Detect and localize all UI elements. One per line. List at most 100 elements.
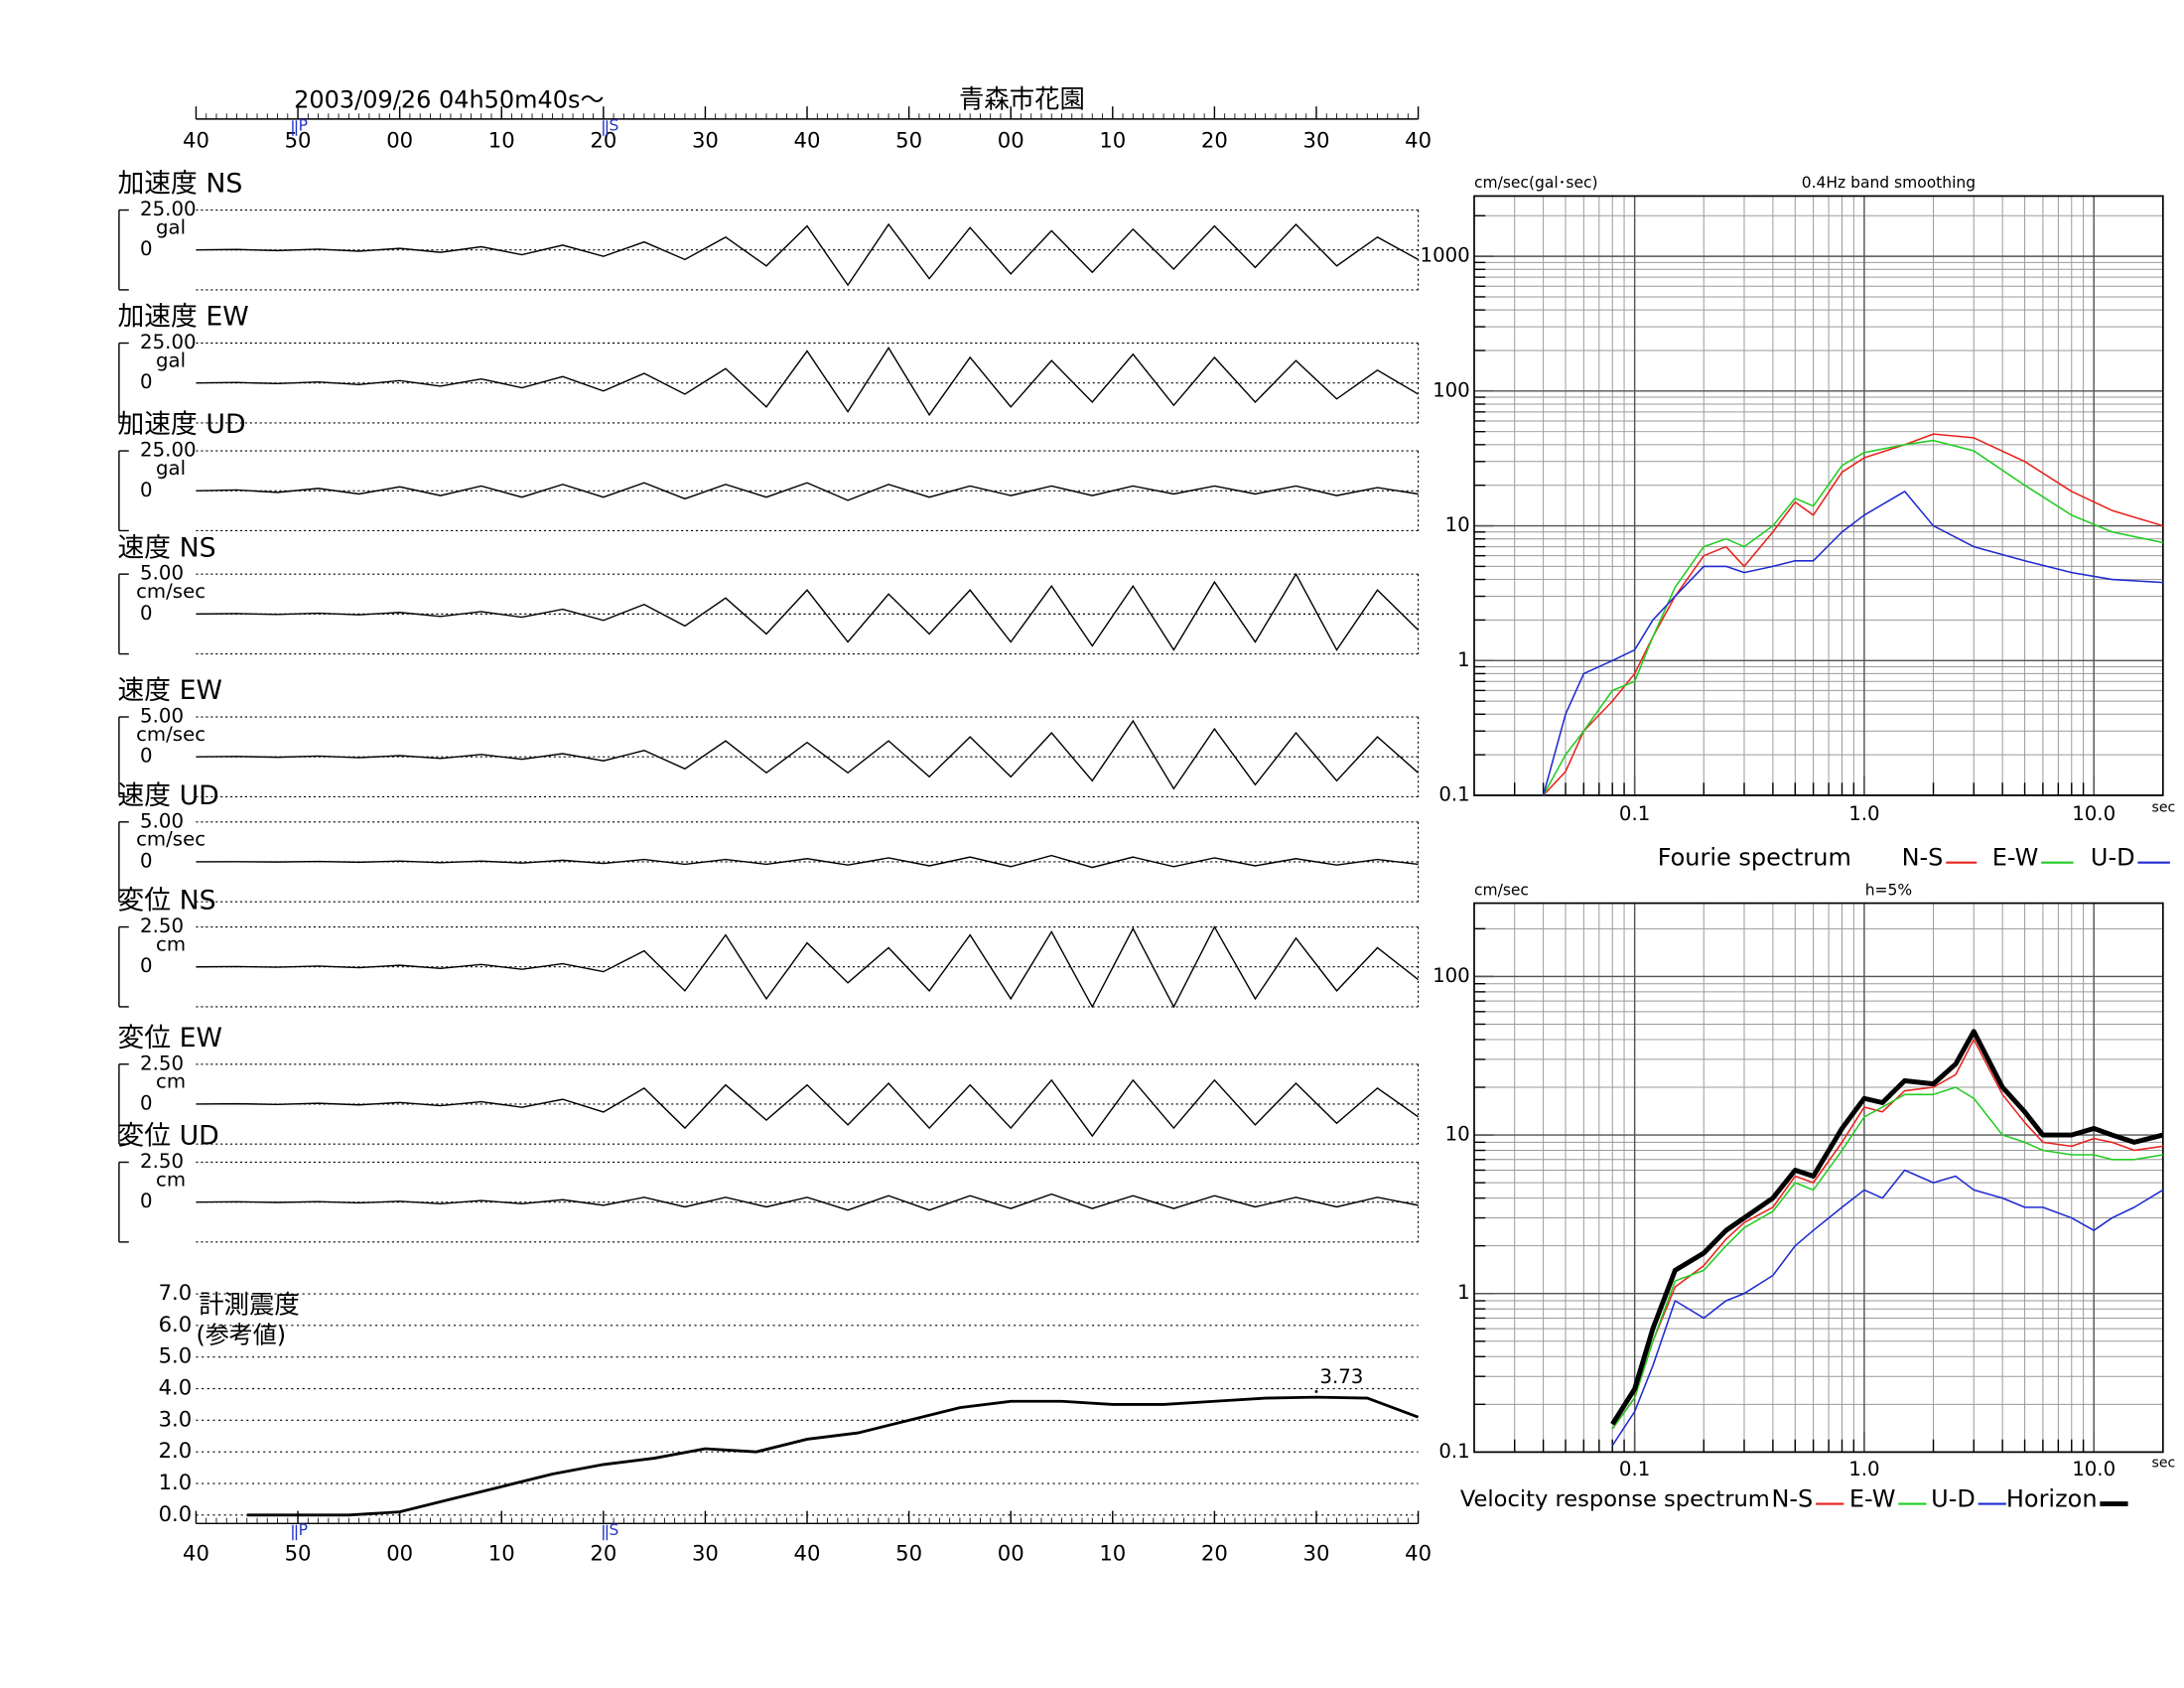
y-tick-label: 25.00 <box>140 439 197 462</box>
trace-title: 加速度 NS <box>117 169 242 200</box>
x-tick-label: 0.1 <box>1619 1458 1650 1480</box>
trace-title: 速度 UD <box>117 780 218 811</box>
x-axis-label: sec <box>2152 800 2176 816</box>
y-tick-label: 1.0 <box>159 1470 193 1494</box>
y-tick-label: 0 <box>140 954 153 977</box>
phase-marker-label: P <box>299 1521 308 1539</box>
spectrum-line <box>1542 439 2163 796</box>
trace-unit: cm <box>156 1070 186 1093</box>
station-name: 青森市花園 <box>959 84 1085 114</box>
trace-unit: gal <box>156 215 186 238</box>
x-tick-label: 10.0 <box>2072 1458 2116 1480</box>
trace-unit: cm/sec <box>136 580 205 603</box>
y-tick-label: 0 <box>140 849 153 872</box>
trace-title: 変位 EW <box>117 1023 221 1054</box>
y-tick-label: 3.0 <box>159 1406 193 1431</box>
time-tick-label: 00 <box>386 1540 413 1565</box>
y-tick-label: 0 <box>140 370 153 393</box>
time-tick-label: 20 <box>1201 1540 1228 1565</box>
time-tick-label: 30 <box>1303 127 1330 152</box>
y-axis-label: cm/sec <box>1474 881 1529 899</box>
time-tick-label: 40 <box>794 1540 821 1565</box>
legend-label: N-S <box>1771 1484 1813 1512</box>
trace-title: 速度 EW <box>117 675 221 706</box>
time-tick-label: 20 <box>590 1540 616 1565</box>
spectrum-line <box>1611 1086 2163 1430</box>
y-tick-label: 0.0 <box>159 1501 193 1526</box>
y-tick-label: 5.00 <box>140 705 184 728</box>
spectrum-line <box>1611 1039 2163 1430</box>
y-tick-label: 6.0 <box>159 1312 193 1336</box>
legend-label: E-W <box>1849 1484 1896 1512</box>
y-tick-label: 10 <box>1445 1123 1470 1146</box>
y-tick-label: 25.00 <box>140 331 197 353</box>
y-tick-label: 2.50 <box>140 1052 184 1074</box>
time-tick-label: 00 <box>386 127 413 152</box>
trace-title: 加速度 UD <box>117 409 245 440</box>
y-tick-label: 25.00 <box>140 198 197 220</box>
y-tick-label: 7.0 <box>159 1280 193 1305</box>
time-tick-label: 40 <box>1405 1540 1432 1565</box>
y-tick-label: 0 <box>140 1190 153 1212</box>
phase-marker-label: S <box>609 116 618 134</box>
spectrum-line <box>1542 491 2163 796</box>
trace-unit: gal <box>156 349 186 371</box>
chart-title: h=5% <box>1865 881 1912 899</box>
x-tick-label: 0.1 <box>1619 802 1650 825</box>
legend-label: E-W <box>1992 843 2039 871</box>
x-tick-label: 1.0 <box>1848 802 1879 825</box>
time-tick-label: 30 <box>692 1540 719 1565</box>
y-tick-label: 100 <box>1433 378 1470 401</box>
time-tick-label: 40 <box>794 127 821 152</box>
time-tick-label: 40 <box>183 1540 209 1565</box>
phase-marker-label: P <box>299 116 308 134</box>
time-tick-label: 40 <box>1405 127 1432 152</box>
time-tick-label: 10 <box>488 1540 515 1565</box>
trace-title: 変位 UD <box>117 1121 218 1152</box>
trace-title: 加速度 EW <box>117 302 248 333</box>
time-tick-label: 50 <box>285 127 312 152</box>
y-tick-label: 1000 <box>1421 244 1470 267</box>
time-tick-label: 30 <box>692 127 719 152</box>
waveform <box>196 572 1420 651</box>
waveform <box>196 482 1419 501</box>
time-tick-label: 50 <box>285 1540 312 1565</box>
intensity-title: 計測震度 <box>199 1290 299 1320</box>
trace-unit: cm <box>156 1168 186 1191</box>
legend-label: Horizon <box>2006 1484 2098 1512</box>
y-tick-label: 1 <box>1457 648 1470 671</box>
plot-frame <box>1473 195 2164 796</box>
trace-title: 変位 NS <box>117 886 215 916</box>
legend-label: U-D <box>1931 1484 1976 1512</box>
record-title: 2003/09/26 04h50m40s～ <box>294 86 604 114</box>
y-tick-label: 2.50 <box>140 914 184 937</box>
legend-title: Fourie spectrum <box>1658 843 1851 871</box>
x-tick-label: 1.0 <box>1848 1458 1879 1480</box>
y-tick-label: 2.50 <box>140 1150 184 1173</box>
time-tick-label: 20 <box>1201 127 1228 152</box>
waveform <box>196 719 1420 790</box>
trace-unit: cm/sec <box>136 828 205 851</box>
y-tick-label: 0 <box>140 237 153 260</box>
y-tick-label: 1 <box>1457 1281 1470 1304</box>
y-tick-label: 0 <box>140 602 153 625</box>
y-tick-label: 0 <box>140 479 153 501</box>
y-tick-label: 5.00 <box>140 809 184 832</box>
legend-label: N-S <box>1902 843 1944 871</box>
y-tick-label: 4.0 <box>159 1375 193 1400</box>
annotation-dot <box>1314 1390 1318 1393</box>
y-tick-label: 2.0 <box>159 1438 193 1463</box>
y-tick-label: 0.1 <box>1438 1440 1469 1463</box>
time-tick-label: 00 <box>998 127 1024 152</box>
waveform <box>196 346 1419 417</box>
plot-frame <box>1473 902 2164 1454</box>
spectrum-line <box>1610 1029 2164 1426</box>
y-tick-label: 100 <box>1433 964 1470 987</box>
y-tick-label: 0 <box>140 1091 153 1114</box>
x-tick-label: 10.0 <box>2072 802 2116 825</box>
time-tick-label: 10 <box>488 127 515 152</box>
trace-unit: cm <box>156 932 186 955</box>
